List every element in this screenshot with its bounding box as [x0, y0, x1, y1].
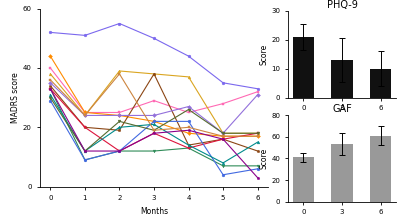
X-axis label: Months: Months [140, 207, 168, 215]
Bar [293, 37, 314, 98]
Title: GAF: GAF [332, 104, 352, 114]
Bar [370, 69, 391, 98]
Bar [370, 136, 391, 202]
Title: PHQ-9: PHQ-9 [326, 0, 358, 10]
Y-axis label: Score: Score [260, 44, 268, 65]
Y-axis label: MADRS score: MADRS score [11, 72, 20, 123]
Y-axis label: Score: Score [260, 148, 268, 169]
Bar [332, 144, 352, 202]
X-axis label: Months: Months [328, 117, 356, 126]
Bar [332, 60, 352, 98]
Bar [293, 157, 314, 202]
